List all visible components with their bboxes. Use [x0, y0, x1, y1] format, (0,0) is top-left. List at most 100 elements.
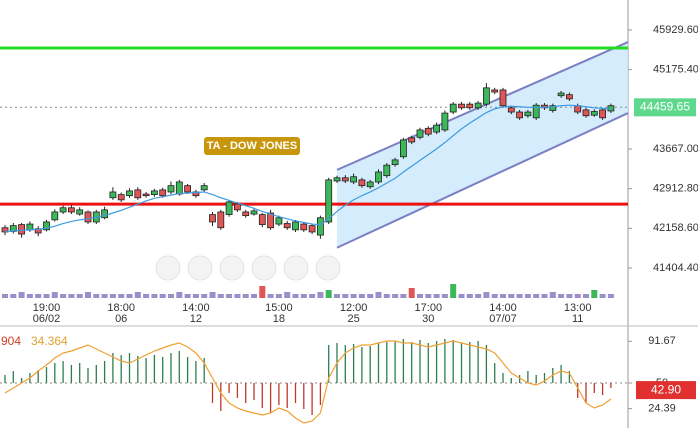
candle-body [101, 209, 108, 219]
volume-bar [458, 294, 465, 298]
candle-body [200, 185, 208, 191]
volume-bar [574, 294, 581, 298]
annotation-box [204, 137, 300, 155]
volume-bar [26, 294, 33, 298]
nav-button[interactable] [315, 255, 341, 281]
x-tick-date: 30 [422, 313, 434, 325]
candle-body [68, 207, 75, 213]
x-tick-date: 12 [190, 313, 202, 325]
candle-body [350, 176, 358, 183]
volume-bar [292, 294, 299, 298]
x-tick-label: 17:00 [415, 302, 443, 314]
x-tick-date: 18 [273, 313, 285, 325]
x-tick-label: 19:00 [33, 302, 61, 314]
candle-body [466, 103, 474, 109]
volume-bar [524, 294, 531, 298]
volume-bar [433, 294, 440, 298]
volume-bar [85, 292, 91, 298]
volume-bar [408, 288, 415, 298]
x-tick-label: 12:00 [340, 302, 368, 314]
indicator-tick-label: 24.39 [648, 403, 676, 415]
candle-body [391, 159, 399, 166]
candle-body [308, 225, 316, 233]
volume-bar [251, 294, 257, 298]
volume-bar [549, 292, 556, 298]
candle-body [590, 111, 598, 116]
x-tick-label: 14:00 [489, 302, 517, 314]
candle-body [250, 210, 258, 215]
last-price-box [634, 98, 696, 117]
indicator-last-box [636, 381, 696, 400]
candle-body [225, 201, 233, 215]
candle-body [26, 223, 34, 231]
x-tick-date: 06 [115, 313, 127, 325]
x-tick-date: 25 [347, 313, 359, 325]
candle-body [142, 193, 150, 197]
volume-bar [143, 294, 150, 298]
x-tick-date: 11 [572, 313, 583, 325]
channel-fill [337, 42, 628, 248]
candle-body [366, 181, 374, 188]
volume-bar [317, 292, 324, 298]
candle-body [184, 185, 192, 193]
y-tick-label: 41404.40 [653, 262, 698, 274]
candle-body [549, 105, 557, 111]
volume-bar [466, 294, 473, 298]
volume-bar [176, 292, 183, 298]
indicator-line [4, 340, 612, 424]
candle-body [599, 109, 606, 119]
nav-button[interactable] [187, 255, 213, 281]
y-tick-label: 42158.60 [653, 222, 698, 234]
indicator-tick-label: 91.67 [648, 335, 676, 347]
volume-bar [500, 294, 506, 298]
channel-upper [336, 41, 629, 171]
x-tick-date: 06/02 [33, 313, 61, 325]
candle-body [491, 89, 499, 93]
candle-body [375, 171, 382, 183]
candle-body [84, 211, 92, 223]
candle-body [126, 190, 133, 197]
nav-button[interactable] [219, 255, 245, 281]
volume-bar [491, 294, 498, 298]
candle-body [582, 109, 590, 117]
volume-bar [367, 294, 374, 298]
volume-bar [607, 294, 614, 298]
candle-body [267, 212, 275, 229]
volume-bar [2, 294, 8, 298]
nav-button[interactable] [155, 255, 181, 281]
volume-bar [583, 294, 589, 298]
volume-bar [475, 294, 482, 298]
x-tick-label: 18:00 [107, 302, 135, 314]
volume-bar [425, 294, 432, 298]
volume-bar [558, 294, 565, 298]
candle-body [258, 214, 266, 225]
volume-bar [134, 292, 141, 298]
volume-bar [309, 294, 316, 298]
x-tick-date: 07/07 [489, 313, 517, 325]
volume-bar [35, 294, 42, 298]
candle-body [18, 224, 26, 235]
nav-button[interactable] [283, 255, 309, 281]
volume-bar [275, 294, 282, 298]
nav-button[interactable] [251, 255, 277, 281]
candle-body [449, 103, 457, 113]
candle-body [217, 211, 225, 229]
volume-bar [300, 294, 307, 298]
y-tick-label: 42912.80 [653, 183, 698, 195]
candle-body [242, 211, 250, 217]
candle-body [341, 177, 349, 182]
volume-bar [118, 294, 125, 298]
candle-body [51, 211, 59, 221]
volume-bar [267, 294, 274, 298]
volume-bar [441, 294, 448, 298]
candle-body [167, 185, 175, 193]
candle-body [557, 92, 565, 97]
channel-lower [336, 112, 629, 249]
volume-bar [226, 294, 233, 298]
volume-bar [483, 292, 490, 298]
volume-bar [508, 294, 515, 298]
candle-body [574, 105, 582, 113]
volume-bar [209, 292, 216, 298]
volume-bar [192, 294, 199, 298]
